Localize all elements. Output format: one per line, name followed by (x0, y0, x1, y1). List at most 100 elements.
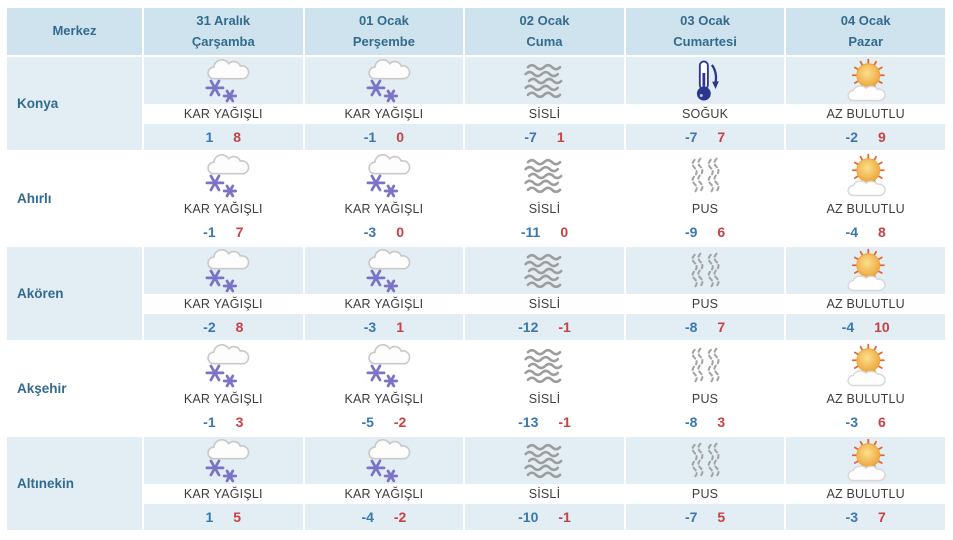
header-dayname: Perşembe (352, 33, 415, 49)
fog-icon (516, 343, 572, 389)
temperature-pair: -7 5 (625, 504, 785, 530)
weather-icon-box (625, 152, 785, 199)
mist-icon (677, 438, 733, 484)
temp-max: 8 (235, 319, 244, 335)
city-name: Altınekin (7, 437, 142, 530)
weather-icon-box (465, 152, 624, 199)
weather-icon-box (144, 247, 303, 294)
day-cell: SİSLİ -13 -1 (465, 342, 624, 435)
day-cell: KAR YAĞIŞLI -3 0 (304, 152, 464, 245)
condition-label: KAR YAĞIŞLI (144, 389, 303, 409)
temp-min: -13 (518, 414, 539, 430)
partly-cloudy-icon (838, 343, 894, 389)
weather-icon-box (625, 57, 785, 104)
header-date: 03 Ocak (680, 13, 731, 29)
condition-label: PUS (625, 389, 785, 409)
condition-label: SİSLİ (465, 389, 624, 409)
day-cell: AZ BULUTLU -3 6 (786, 342, 945, 435)
weather-icon-box (304, 152, 464, 199)
temp-max: 1 (556, 129, 565, 145)
temp-max: 7 (235, 224, 244, 240)
header-dayname: Cumartesi (673, 33, 737, 49)
snow-icon (195, 248, 251, 294)
temperature-pair: -11 0 (465, 219, 624, 245)
temperature-pair: -3 7 (786, 504, 945, 530)
temperature-pair: 1 5 (144, 504, 303, 530)
temp-max: 5 (233, 509, 242, 525)
weather-icon-box (625, 437, 785, 484)
temperature-pair: -5 -2 (304, 409, 464, 435)
day-cell: PUS -8 3 (625, 342, 785, 435)
temp-max: 3 (717, 414, 726, 430)
city-name: Konya (7, 57, 142, 150)
weather-icon-box (144, 57, 303, 104)
weather-icon-box (786, 247, 945, 294)
day-cell: KAR YAĞIŞLI 1 8 (144, 57, 303, 150)
condition-label: AZ BULUTLU (786, 294, 945, 314)
day-cell: PUS -8 7 (625, 247, 785, 340)
temp-min: -2 (203, 319, 216, 335)
header-date: 04 Ocak (840, 13, 891, 29)
condition-label: KAR YAĞIŞLI (304, 104, 464, 124)
weather-icon-box (786, 342, 945, 389)
partly-cloudy-icon (838, 438, 894, 484)
temperature-pair: -13 -1 (465, 409, 624, 435)
weather-icon-box (465, 342, 624, 389)
temp-max: 7 (878, 509, 886, 525)
temp-max: 3 (235, 414, 244, 430)
weather-icon-box (625, 342, 785, 389)
temp-min: -4 (841, 319, 855, 335)
weather-icon-box (465, 247, 624, 294)
weather-icon-box (304, 437, 464, 484)
day-cell: KAR YAĞIŞLI -1 0 (304, 57, 464, 150)
temp-min: -11 (520, 224, 541, 240)
day-cell: KAR YAĞIŞLI 1 5 (144, 437, 303, 530)
header-date: 01 Ocak (358, 13, 409, 29)
condition-label: AZ BULUTLU (786, 104, 945, 124)
temp-max: -2 (393, 509, 407, 525)
temp-min: -1 (203, 414, 216, 430)
temperature-pair: -9 6 (625, 219, 785, 245)
snow-icon (356, 58, 412, 104)
snow-icon (195, 438, 251, 484)
condition-label: KAR YAĞIŞLI (304, 294, 464, 314)
condition-label: SİSLİ (465, 104, 624, 124)
temp-min: -12 (518, 319, 539, 335)
snow-icon (356, 438, 412, 484)
temp-min: -8 (684, 414, 698, 430)
fog-icon (516, 153, 572, 199)
fog-icon (516, 248, 572, 294)
temp-min: -7 (684, 509, 698, 525)
day-cell: PUS -9 6 (625, 152, 785, 245)
weather-icon-box (465, 437, 624, 484)
partly-cloudy-icon (838, 153, 894, 199)
temperature-pair: -3 1 (304, 314, 464, 340)
condition-label: SOĞUK (625, 104, 785, 124)
temperature-pair: -8 3 (625, 409, 785, 435)
condition-label: KAR YAĞIŞLI (144, 294, 303, 314)
forecast-rows: Konya KAR YAĞIŞLI 1 8 (7, 57, 945, 530)
mist-icon (677, 343, 733, 389)
weather-icon-box (625, 247, 785, 294)
fog-icon (516, 58, 572, 104)
temperature-pair: -4 -2 (304, 504, 464, 530)
temp-min: -2 (845, 129, 858, 145)
temperature-pair: -2 9 (786, 124, 945, 150)
condition-label: SİSLİ (465, 294, 624, 314)
condition-label: AZ BULUTLU (786, 484, 945, 504)
condition-label: PUS (625, 199, 785, 219)
condition-label: SİSLİ (465, 199, 624, 219)
temp-max: 9 (878, 129, 886, 145)
temperature-pair: -8 7 (625, 314, 785, 340)
day-cell: KAR YAĞIŞLI -5 -2 (304, 342, 464, 435)
header-dayname: Çarşamba (191, 33, 255, 49)
condition-label: PUS (625, 484, 785, 504)
weather-icon-box (786, 152, 945, 199)
temperature-pair: -3 6 (786, 409, 945, 435)
weather-icon-box (786, 437, 945, 484)
partly-cloudy-icon (838, 248, 894, 294)
temp-min: -5 (361, 414, 374, 430)
city-name: Ahırlı (7, 152, 142, 245)
temp-max: 0 (396, 129, 405, 145)
weather-icon-box (304, 247, 464, 294)
